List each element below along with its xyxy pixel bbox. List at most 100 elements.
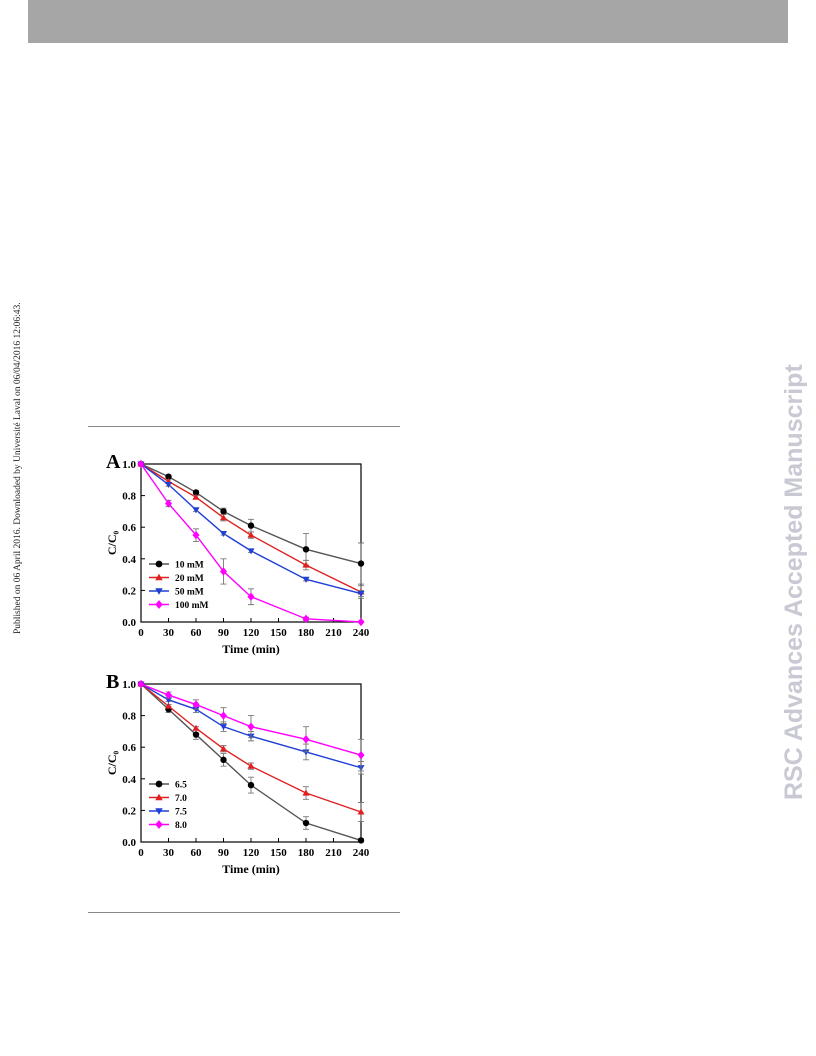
- series-1: [137, 680, 365, 822]
- legend-label: 100 mM: [175, 601, 209, 611]
- series-0: [137, 680, 365, 844]
- legend-label: 6.5: [175, 781, 187, 791]
- legend-marker: [155, 588, 163, 595]
- x-tick-label: 0: [138, 847, 144, 859]
- series-3: [137, 459, 365, 627]
- y-axis-label: C/C₀: [105, 530, 119, 555]
- y-tick-label: 0.6: [122, 522, 136, 534]
- x-tick-label: 210: [325, 847, 342, 859]
- data-point: [302, 789, 310, 796]
- x-tick-label: 30: [163, 627, 175, 639]
- data-point: [302, 546, 310, 553]
- legend-label: 8.0: [175, 821, 187, 831]
- data-point: [192, 700, 200, 709]
- data-point: [302, 561, 310, 568]
- x-tick-label: 180: [298, 627, 315, 639]
- journal-watermark: RSC Advances Accepted Manuscript: [780, 364, 808, 800]
- data-point: [192, 507, 200, 514]
- y-axis-label: C/C₀: [105, 750, 119, 775]
- panel-label: B: [106, 671, 119, 693]
- figure-bottom-rule: [88, 912, 400, 913]
- y-tick-label: 1.0: [122, 459, 136, 471]
- data-point: [192, 489, 200, 496]
- chart-panel-b: 0 30 60 90 120 150 180 210 240 0.0 0.2 0.4 0.6 0.8 1.0…: [96, 662, 386, 882]
- data-point: [220, 508, 227, 515]
- data-point: [247, 531, 255, 538]
- legend-marker: [155, 560, 163, 568]
- data-point: [219, 530, 228, 538]
- y-tick-label: 0.8: [122, 711, 136, 723]
- x-tick-label: 0: [138, 627, 144, 639]
- data-point: [165, 473, 172, 480]
- data-point: [192, 530, 200, 540]
- x-tick-label: 180: [298, 847, 315, 859]
- data-point: [219, 711, 228, 720]
- legend-marker: [155, 600, 163, 609]
- series-line: [140, 683, 362, 842]
- data-point: [247, 548, 255, 555]
- y-tick-label: 0.4: [122, 554, 136, 566]
- y-tick-label: 1.0: [122, 679, 136, 691]
- data-point: [302, 735, 310, 744]
- data-point: [192, 724, 200, 731]
- x-tick-label: 120: [243, 847, 260, 859]
- y-tick-label: 0.8: [122, 491, 136, 503]
- y-tick-label: 0.6: [122, 742, 136, 754]
- y-tick-label: 0.4: [122, 774, 136, 786]
- series-0: [137, 460, 365, 585]
- x-tick-label: 210: [325, 627, 342, 639]
- chart-a-svg: 0 30 60 90 120 150 180 210 240 0.0 0.2 0.4 0.6 0.8 1.0…: [105, 451, 370, 656]
- data-point: [302, 819, 310, 827]
- data-point: [192, 731, 200, 738]
- x-tick-label: 240: [353, 847, 370, 859]
- x-tick-label: 60: [191, 627, 203, 639]
- data-point: [219, 514, 228, 521]
- data-point: [357, 750, 365, 760]
- legend-label: 7.5: [175, 808, 187, 818]
- x-tick-label: 60: [191, 847, 203, 859]
- data-point: [247, 592, 255, 601]
- x-tick-label: 150: [270, 627, 287, 639]
- figure-top-rule: [88, 426, 400, 427]
- data-point: [302, 614, 310, 623]
- chart-b-svg: 0 30 60 90 120 150 180 210 240 0.0 0.2 0.4 0.6 0.8 1.0…: [105, 671, 370, 876]
- publication-note: Published on 06 April 2016. Downloaded b…: [13, 302, 23, 634]
- legend-label: 20 mM: [175, 574, 204, 584]
- data-point: [164, 697, 173, 704]
- chart-panel-a: 0 30 60 90 120 150 180 210 240 0.0 0.2 0.4 0.6 0.8 1.0…: [96, 442, 386, 662]
- data-point: [247, 762, 255, 769]
- data-point: [247, 781, 255, 789]
- data-point: [357, 617, 365, 627]
- legend-label: 50 mM: [175, 588, 204, 598]
- legend-label: 7.0: [175, 794, 187, 804]
- x-axis-label: Time (min): [222, 862, 279, 876]
- legend-marker: [155, 793, 163, 801]
- data-point: [164, 702, 173, 709]
- legend-marker: [155, 808, 163, 815]
- x-tick-label: 240: [353, 627, 370, 639]
- y-tick-label: 0.2: [122, 805, 136, 817]
- data-point: [302, 749, 310, 756]
- header-bar: [28, 0, 788, 43]
- data-point: [357, 808, 365, 815]
- data-point: [164, 481, 173, 489]
- series-3: [137, 679, 365, 772]
- x-tick-label: 150: [270, 847, 287, 859]
- x-tick-label: 90: [218, 627, 230, 639]
- y-tick-label: 0.2: [122, 585, 136, 597]
- x-tick-label: 120: [243, 627, 260, 639]
- data-point: [192, 706, 200, 713]
- data-point: [192, 493, 200, 500]
- data-point: [247, 522, 255, 529]
- data-point: [220, 756, 227, 764]
- data-point: [357, 591, 365, 598]
- panel-label: A: [106, 451, 121, 473]
- data-point: [357, 837, 365, 844]
- legend-marker: [155, 820, 163, 829]
- legend-label: 10 mM: [175, 561, 204, 571]
- x-tick-label: 90: [218, 847, 230, 859]
- data-point: [137, 679, 145, 689]
- data-point: [219, 724, 228, 731]
- data-point: [357, 560, 365, 567]
- legend-marker: [155, 573, 163, 581]
